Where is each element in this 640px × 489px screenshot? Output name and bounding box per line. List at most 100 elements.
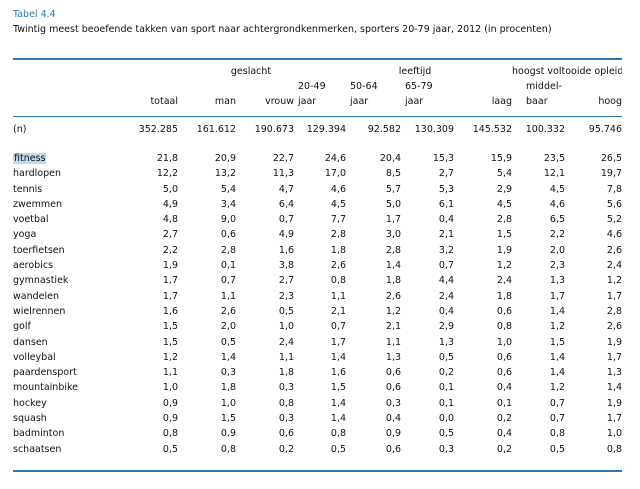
cell-value: 0,2	[278, 443, 295, 455]
sport-name: mountainbike	[13, 380, 118, 395]
n-value: 130.309	[414, 124, 455, 135]
cell-value: 0,9	[220, 428, 236, 440]
sport-label: toerfietsen	[13, 244, 65, 256]
sport-label: volleybal	[13, 351, 56, 363]
table-row: paardensport 1,1 0,3 1,8 1,6 0,6 0,2 0,6 1,4 1,3	[13, 365, 622, 380]
table-row: aerobics 1,9 0,1 3,8 2,6 1,4 0,7 1,2 2,3 2,4	[13, 258, 622, 273]
n-value: 161.612	[196, 124, 236, 135]
cell-value: 0,5	[220, 336, 236, 348]
table-row: badminton 0,8 0,9 0,6 0,8 0,9 0,5 0,4 0,8 1,0	[13, 426, 622, 441]
cell-value: 4,6	[330, 183, 347, 195]
cell-value: 1,4	[549, 351, 566, 363]
cell-value: 4,5	[496, 198, 513, 210]
table-row: fitness 21,8 20,9 22,7 24,6 20,4 15,3 15,9 23,5 2…	[13, 151, 622, 166]
sport-label: voetbal	[13, 214, 49, 226]
cell-value: 2,6	[220, 305, 236, 317]
cell-value: 9,0	[220, 214, 236, 226]
header-col-age1: jaar	[298, 96, 317, 107]
cell-value: 1,4	[330, 351, 347, 363]
cell-value: 6,1	[438, 198, 455, 210]
cell-value: 4,5	[330, 198, 347, 210]
cell-value: 0,3	[438, 443, 455, 455]
cell-value: 4,6	[606, 229, 623, 241]
cell-value: 0,6	[385, 443, 402, 455]
header-row-groups: geslacht leeftijd hoogst voltooide oplei…	[13, 64, 622, 79]
header-group-opleiding: hoogst voltooide opleiding	[512, 66, 623, 77]
sport-label: mountainbike	[13, 382, 78, 394]
cell-value: 0,7	[549, 397, 566, 409]
cell-value: 11,3	[272, 168, 295, 180]
cell-value: 2,7	[162, 229, 178, 241]
table-body: fitness 21,8 20,9 22,7 24,6 20,4 15,3 15,9 23,5 2…	[13, 151, 622, 457]
cell-value: 1,3	[385, 351, 402, 363]
n-value: 352.285	[138, 124, 178, 135]
cell-value: 1,7	[330, 336, 347, 348]
cell-value: 1,5	[330, 382, 347, 394]
cell-value: 0,1	[438, 397, 455, 409]
header-col-middelbaar: baar	[526, 96, 548, 107]
sport-label: aerobics	[13, 260, 54, 272]
table-row: dansen 1,5 0,5 2,4 1,7 1,1 1,3 1,0 1,5 1,9	[13, 335, 622, 350]
cell-value: 2,7	[278, 275, 295, 287]
cell-value: 8,5	[385, 168, 402, 180]
n-value: 145.532	[472, 124, 513, 135]
cell-value: 1,8	[496, 290, 513, 302]
cell-value: 0,8	[220, 443, 236, 455]
cell-value: 2,3	[549, 260, 566, 272]
cell-value: 1,9	[496, 244, 513, 256]
table-row: voetbal 4,8 9,0 0,7 7,7 1,7 0,4 2,8 6,5 5,2	[13, 212, 622, 227]
cell-value: 3,4	[220, 198, 236, 210]
cell-value: 1,3	[606, 367, 623, 379]
cell-value: 4,9	[162, 198, 178, 210]
cell-value: 1,0	[162, 382, 178, 394]
cell-value: 5,6	[606, 198, 623, 210]
sport-name: toerfietsen	[13, 243, 118, 258]
cell-value: 12,1	[543, 168, 566, 180]
cell-value: 0,8	[278, 397, 295, 409]
cell-value: 1,4	[549, 305, 566, 317]
cell-value: 1,5	[496, 229, 513, 241]
header-col-man: man	[214, 96, 236, 107]
n-value: 95.746	[588, 124, 623, 135]
cell-value: 2,4	[606, 260, 623, 272]
cell-value: 0,4	[385, 413, 402, 425]
cell-value: 2,9	[496, 183, 513, 195]
cell-value: 5,4	[220, 183, 236, 195]
cell-value: 1,4	[220, 351, 236, 363]
cell-value: 0,5	[162, 443, 178, 455]
cell-value: 0,9	[385, 428, 402, 440]
cell-value: 5,2	[606, 214, 623, 226]
cell-value: 4,7	[278, 183, 295, 195]
cell-value: 1,8	[220, 382, 236, 394]
sport-name: tennis	[13, 182, 118, 197]
cell-value: 13,2	[214, 168, 236, 180]
cell-value: 2,4	[496, 275, 513, 287]
table-title: Twintig meest beoefende takken van sport…	[13, 24, 552, 35]
cell-value: 0,7	[549, 413, 566, 425]
cell-value: 15,9	[490, 153, 513, 164]
cell-value: 0,6	[385, 367, 402, 379]
cell-value: 1,7	[606, 413, 623, 425]
cell-value: 1,0	[496, 336, 513, 348]
cell-value: 4,6	[549, 198, 566, 210]
sport-name: schaatsen	[13, 442, 118, 457]
cell-value: 0,8	[330, 428, 347, 440]
cell-value: 0,5	[438, 428, 455, 440]
cell-value: 3,8	[278, 260, 295, 272]
cell-value: 1,7	[606, 351, 623, 363]
header-col-vrouw: vrouw	[265, 96, 295, 107]
cell-value: 1,8	[385, 275, 402, 287]
cell-value: 4,8	[162, 214, 178, 226]
cell-value: 1,5	[162, 336, 178, 348]
cell-value: 2,9	[438, 321, 455, 333]
cell-value: 0,7	[220, 275, 236, 287]
cell-value: 1,6	[162, 305, 178, 317]
cell-value: 1,1	[330, 290, 347, 302]
sport-name: squash	[13, 411, 118, 426]
cell-value: 1,4	[385, 260, 402, 272]
cell-value: 4,4	[438, 275, 455, 287]
header-row-columns: totaal man vrouw jaar jaar jaar laag baa…	[13, 94, 622, 109]
sport-label: fitness	[13, 153, 47, 164]
table-row: volleybal 1,2 1,4 1,1 1,4 1,3 0,5 0,6 1,4 1,7	[13, 350, 622, 365]
cell-value: 1,4	[330, 413, 347, 425]
